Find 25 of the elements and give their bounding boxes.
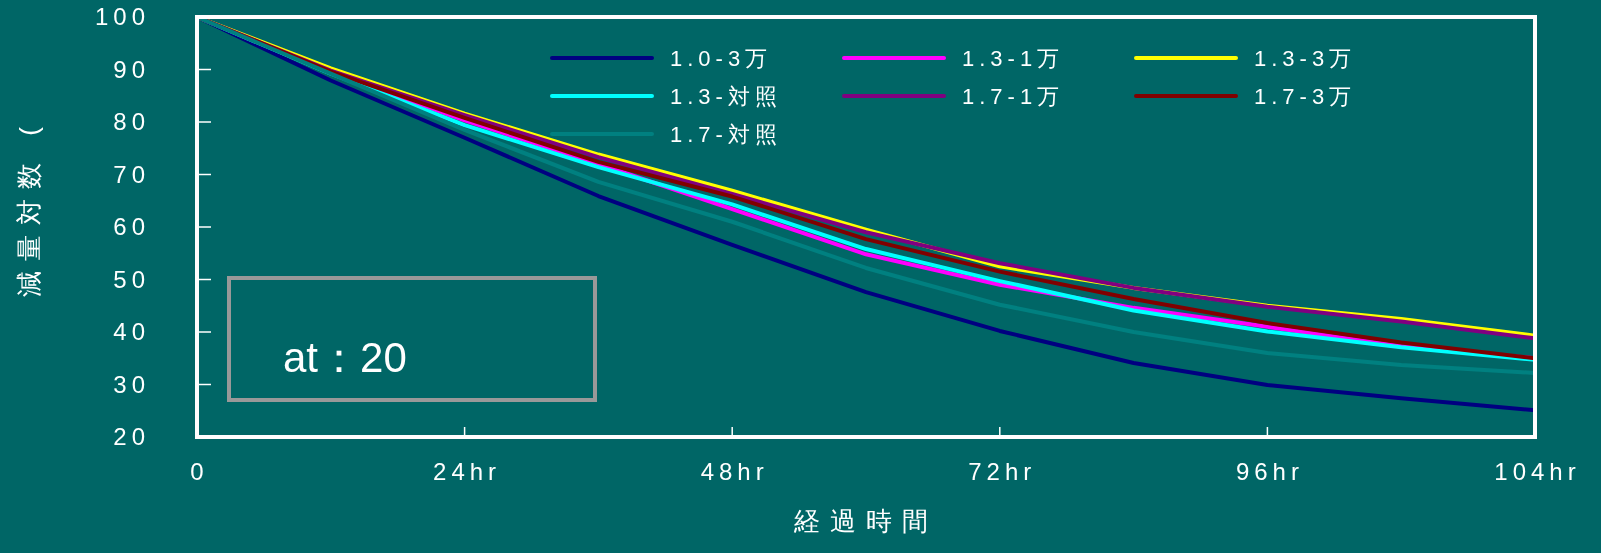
x-axis-title: 経過時間 xyxy=(793,506,938,536)
legend-label: 1.7-1万 xyxy=(962,83,1065,109)
x-tick-label: 0 xyxy=(190,458,209,485)
legend-label: 1.3-対照 xyxy=(670,83,782,109)
y-tick-label: 70 xyxy=(113,160,150,188)
y-tick-label: 80 xyxy=(113,108,150,136)
y-tick-label: 30 xyxy=(113,370,150,398)
y-tick-label: 40 xyxy=(113,318,150,346)
legend-label: 1.0-3万 xyxy=(670,45,773,71)
legend-label: 1.3-3万 xyxy=(1254,45,1357,71)
legend-label: 1.7-対照 xyxy=(670,121,782,147)
legend-label: 1.3-1万 xyxy=(962,45,1065,71)
x-tick-label: 96hr xyxy=(1235,458,1304,485)
x-tick-label: 104hr xyxy=(1494,458,1581,485)
y-tick-label: 60 xyxy=(113,213,150,241)
y-tick-label: 20 xyxy=(113,423,150,451)
legend-label: 1.7-3万 xyxy=(1254,83,1357,109)
y-tick-label: 100 xyxy=(94,3,150,31)
y-tick-label: 50 xyxy=(113,265,150,293)
x-tick-label: 72hr xyxy=(968,458,1037,485)
x-tick-label: 48hr xyxy=(700,458,769,485)
x-tick-label: 24hr xyxy=(433,458,502,485)
annotation: at：20 xyxy=(283,334,407,381)
y-tick-label: 90 xyxy=(113,55,150,83)
y-axis-title: 減量対数 ( xyxy=(14,117,44,297)
